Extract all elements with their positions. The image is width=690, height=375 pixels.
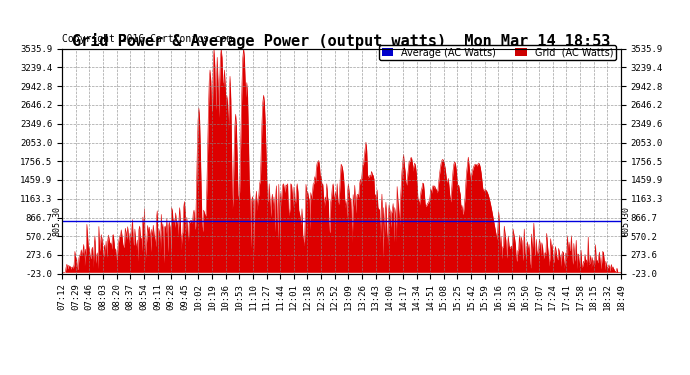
Legend: Average (AC Watts), Grid  (AC Watts): Average (AC Watts), Grid (AC Watts) (379, 45, 616, 60)
Text: 805.30: 805.30 (52, 206, 61, 236)
Text: Copyright 2016 Cartronics.com: Copyright 2016 Cartronics.com (62, 34, 233, 44)
Title: Grid Power & Average Power (output watts)  Mon Mar 14 18:53: Grid Power & Average Power (output watts… (72, 33, 611, 49)
Text: 805.30: 805.30 (622, 206, 631, 236)
